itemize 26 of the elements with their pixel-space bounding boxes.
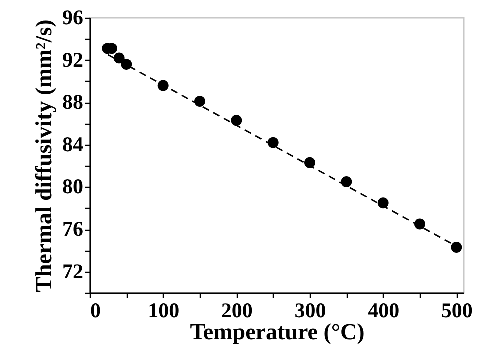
point [451,242,462,253]
point [268,137,279,148]
point [414,218,426,230]
point [378,198,389,209]
point [304,157,316,168]
y-tick-label: 80 [62,174,84,199]
y-tick-label: 96 [62,6,84,30]
x-tick-label: 100 [148,298,180,322]
point [341,176,352,188]
x-tick-label: 300 [294,298,326,322]
point [194,96,206,108]
point [121,59,132,70]
y-tick-label: 92 [62,48,84,72]
point [231,115,242,126]
x-axis-title: Temperature (°C) [190,320,365,344]
y-tick-label: 76 [62,217,84,242]
x-tick-label: 400 [368,298,400,322]
y-axis-title: Thermal diffusivity (mm²/s) [32,20,56,292]
y-tick-label: 72 [62,259,84,284]
x-tick-label: 200 [221,298,253,322]
point [158,80,169,92]
y-tick-label: 84 [62,132,84,156]
x-tick-label: 0 [90,298,101,322]
y-tick-label: 88 [62,90,84,114]
point [114,52,125,64]
x-tick-label: 500 [441,298,473,322]
